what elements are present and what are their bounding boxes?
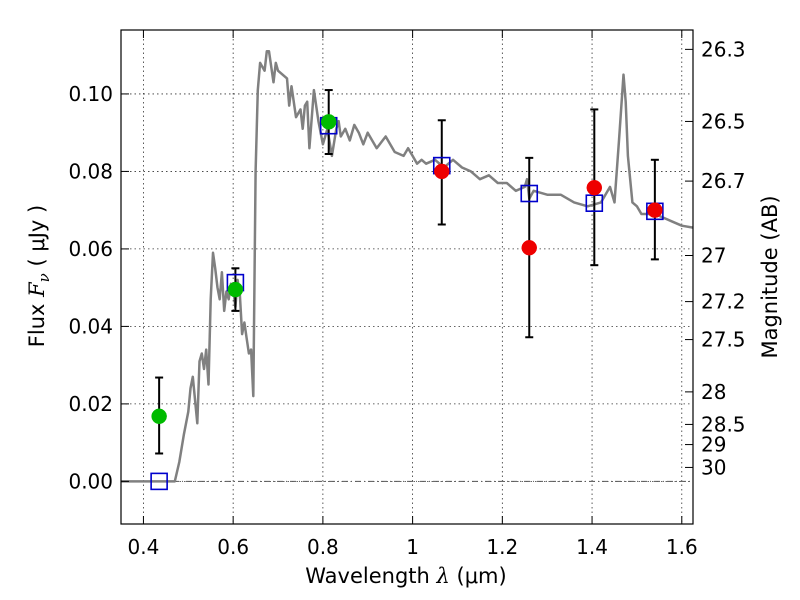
grid bbox=[121, 30, 693, 524]
y-tick-label: 0.02 bbox=[68, 392, 113, 416]
observed-point-red bbox=[434, 163, 450, 180]
y2-tick-label: 26.7 bbox=[701, 169, 746, 193]
observed-point-red bbox=[586, 179, 603, 196]
error-bars bbox=[155, 89, 659, 455]
x-axis-title-prefix: Wavelength bbox=[305, 564, 436, 588]
observed-point-green bbox=[151, 408, 167, 425]
y-axis-title-symbol: F bbox=[25, 281, 49, 298]
model-spectrum-line bbox=[121, 50, 694, 483]
observed-points bbox=[151, 114, 663, 425]
y-tick-label: 0.04 bbox=[68, 314, 113, 338]
y-axis-title-subscript: ν bbox=[35, 273, 53, 282]
y2-tick-label: 28.5 bbox=[701, 412, 746, 436]
y2-tick-label: 26.3 bbox=[701, 37, 746, 61]
observed-point-green bbox=[227, 281, 244, 298]
y2-tick-label: 27.5 bbox=[701, 328, 746, 352]
x-tick-label: 0.8 bbox=[307, 535, 339, 559]
x-tick-label: 1.4 bbox=[576, 535, 608, 559]
model-flux-markers bbox=[150, 116, 664, 491]
y-tick-label: 0.10 bbox=[68, 82, 113, 106]
observed-point-green bbox=[320, 114, 337, 130]
y-tick-label: 0.08 bbox=[68, 159, 113, 183]
y-axis-title: Flux Fν ( μJy ) bbox=[25, 205, 53, 347]
y2-axis-title: Magnitude (AB) bbox=[758, 195, 782, 358]
x-axis-title-unit: (μm) bbox=[450, 564, 507, 588]
model-flux-box bbox=[150, 472, 168, 491]
x-tick-label: 1 bbox=[406, 535, 419, 559]
y2-tick-label: 29 bbox=[701, 433, 726, 457]
x-tick-label: 1.6 bbox=[666, 535, 698, 559]
x-tick-label: 1.2 bbox=[486, 535, 518, 559]
observed-point-red bbox=[521, 239, 538, 256]
x-axis-title-symbol: λ bbox=[436, 564, 450, 588]
x-tick-label: 0.4 bbox=[128, 535, 160, 559]
y2-tick-label: 26.5 bbox=[701, 109, 746, 133]
x-axis-ticks: 0.4 0.6 0.8 1 1.2 1.4 1.6 bbox=[128, 30, 698, 559]
x-axis-title: Wavelength λ (μm) bbox=[305, 564, 506, 588]
plot-frame bbox=[120, 29, 694, 525]
y2-tick-label: 28 bbox=[701, 380, 726, 404]
y-axis-ticks: 0.00 0.02 0.04 0.06 0.08 0.10 bbox=[68, 82, 129, 493]
x-tick-label: 0.6 bbox=[217, 535, 249, 559]
y-axis-title-unit: ( μJy ) bbox=[25, 205, 49, 273]
y-tick-label: 0.00 bbox=[68, 469, 113, 493]
y-tick-label: 0.06 bbox=[68, 237, 113, 261]
y2-tick-label: 27 bbox=[701, 243, 726, 267]
model-flux-box bbox=[520, 184, 539, 203]
y2-tick-label: 27.2 bbox=[701, 290, 746, 314]
observed-point-red bbox=[647, 202, 663, 218]
y2-tick-label: 30 bbox=[701, 455, 726, 479]
y-axis-title-prefix: Flux bbox=[25, 297, 49, 347]
